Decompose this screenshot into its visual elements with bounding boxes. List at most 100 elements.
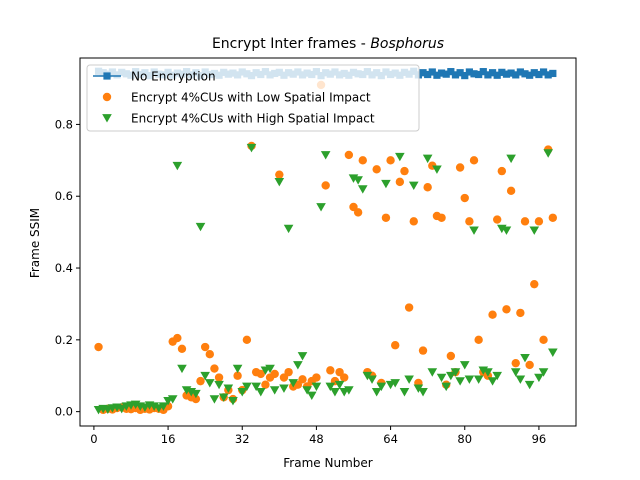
series-2-point [177,364,187,374]
series-2-point [534,373,544,383]
series-2-point [459,361,470,370]
y-axis-label: Frame SSIM [28,208,42,278]
series-2-point [320,151,331,160]
series-0-point [521,70,529,78]
series-2-point [427,368,438,377]
series-1-point [358,156,367,165]
series-2-point [195,222,206,232]
series-1-point [469,156,479,165]
series-1-point [525,360,534,370]
legend-marker [102,114,112,123]
series-2-point [325,382,336,392]
series-0-point [530,69,538,77]
series-2-point [237,388,248,397]
series-2-point [251,382,261,392]
series-1-point [530,279,539,289]
series-2-point [246,143,257,153]
series-2-point [172,161,183,171]
series-1-point [386,156,395,165]
series-2-point [469,226,479,235]
series-0-point [451,71,460,79]
series-2-point [390,379,401,388]
series-2-point [455,377,465,386]
series-0-point [470,70,478,78]
series-1-point [455,163,465,172]
series-1-point [372,165,381,174]
series-1-point [409,217,418,226]
series-2-point [302,386,312,395]
series-1-point [516,308,525,318]
series-2-point [283,224,294,234]
plot-frame [79,57,577,427]
series-0-point [488,69,497,77]
series-0-point [461,71,469,80]
y-tick-label: 0.2 [55,333,73,347]
series-2-point [116,404,127,414]
series-2-point [265,364,275,374]
series-1-point [233,371,242,380]
series-2-point [204,379,215,388]
series-1-point [446,351,456,361]
legend: No Encryption Encrypt 4%CUs with Low Spat… [86,64,420,132]
series-2-point [242,382,252,392]
chart-title-italic: Bosphorus [370,36,444,52]
series-2-point [255,388,266,397]
legend-marker [103,72,111,80]
series-2-point [487,377,498,386]
series-0-point [484,71,492,79]
series-2-point [167,395,178,404]
series-1-point [423,183,432,192]
series-1-point [205,349,214,359]
series-2-point [432,165,442,174]
series-2 [93,143,558,415]
chart-title: Encrypt Inter frames - Bosphorus [212,36,444,52]
series-1-point [520,217,530,226]
legend-box [86,64,420,132]
series-2-point [492,371,502,381]
series-1-point [214,373,224,382]
series-0-point [507,69,515,77]
series-1-point [404,303,414,312]
x-tick-label: 0 [90,432,97,446]
series-2-point [274,178,285,187]
y-tick-label: 0.8 [55,117,73,131]
series-2-point [501,226,512,235]
series-1-point [256,369,265,379]
series-2-point [158,402,169,411]
series-2-point [413,384,424,393]
series-1-point [94,342,103,352]
series-0-point [539,68,548,76]
series-0-point [447,68,455,76]
x-tick-label: 96 [532,432,547,446]
series-2-point [334,380,345,390]
series-0-point [493,71,501,79]
series-2-point [191,389,201,399]
series-2-point [538,368,549,377]
series-0-point [512,71,520,79]
series-1-point [196,376,205,386]
series-2-point [473,375,484,384]
x-tick-label: 80 [457,432,472,446]
series-2-point [223,384,234,393]
axes: 0 16 32 48 64 80 96 0.0 0.2 0.4 0.6 0.8 [55,57,577,446]
series-2-point [371,388,382,397]
legend-label: No Encryption [131,70,216,84]
series-1-point [492,215,502,224]
x-tick-label: 16 [161,432,176,446]
series-2-point [362,371,373,381]
series-1-point [502,305,511,314]
series-1-point [200,342,210,352]
series-2-point [510,368,521,377]
series-2-point [376,382,387,392]
series-2-point [529,226,540,235]
series-0-point [437,69,446,77]
series-1-point [321,181,330,190]
series-2-point [330,388,340,397]
series-1-point [437,213,446,222]
series-2-point [548,348,558,357]
series-1-point [511,358,520,368]
series-1-point [191,394,201,404]
legend-label: Encrypt 4%CUs with High Spatial Impact [131,112,375,126]
series-1-point [340,373,349,382]
